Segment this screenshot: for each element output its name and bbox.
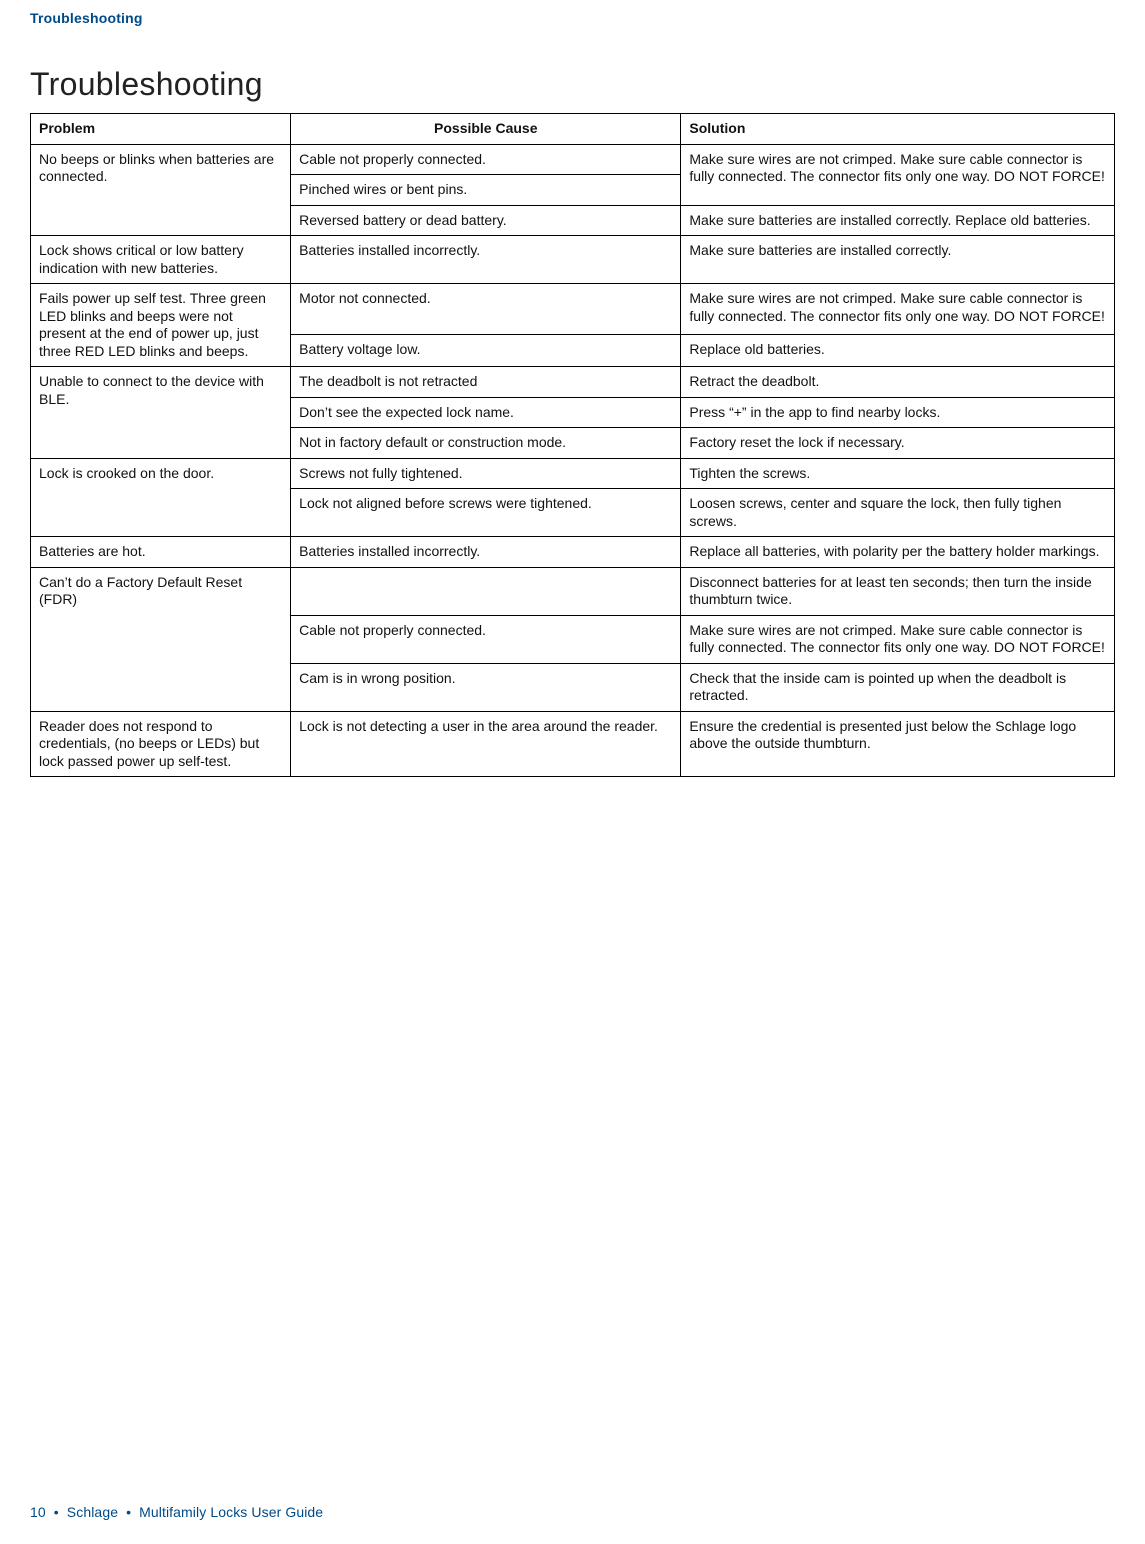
cell-solution: Make sure wires are not crimped. Make su… bbox=[681, 144, 1115, 205]
footer-separator: • bbox=[126, 1504, 131, 1520]
cell-solution: Make sure batteries are installed correc… bbox=[681, 205, 1115, 236]
cell-cause: Batteries installed incorrectly. bbox=[291, 537, 681, 568]
troubleshooting-table: Problem Possible Cause Solution No beeps… bbox=[30, 113, 1115, 777]
cell-solution: Factory reset the lock if necessary. bbox=[681, 428, 1115, 459]
table-row: Reader does not respond to credentials, … bbox=[31, 711, 1115, 777]
cell-solution: Retract the deadbolt. bbox=[681, 367, 1115, 398]
cell-solution: Check that the inside cam is pointed up … bbox=[681, 663, 1115, 711]
cell-solution: Press “+” in the app to find nearby lock… bbox=[681, 397, 1115, 428]
table-row: Batteries are hot. Batteries installed i… bbox=[31, 537, 1115, 568]
cell-cause: Reversed battery or dead battery. bbox=[291, 205, 681, 236]
cell-solution: Make sure wires are not crimped. Make su… bbox=[681, 615, 1115, 663]
cell-problem: Unable to connect to the device with BLE… bbox=[31, 367, 291, 459]
cell-cause: Motor not connected. bbox=[291, 284, 681, 335]
cell-cause: Cable not properly connected. bbox=[291, 615, 681, 663]
cell-solution: Replace all batteries, with polarity per… bbox=[681, 537, 1115, 568]
cell-problem: Batteries are hot. bbox=[31, 537, 291, 568]
cell-cause: Lock is not detecting a user in the area… bbox=[291, 711, 681, 777]
cell-cause: Not in factory default or construction m… bbox=[291, 428, 681, 459]
cell-problem: Lock shows critical or low battery indic… bbox=[31, 236, 291, 284]
table-row: Can’t do a Factory Default Reset (FDR) D… bbox=[31, 567, 1115, 615]
cell-problem: No beeps or blinks when batteries are co… bbox=[31, 144, 291, 236]
page-footer: 10 • Schlage • Multifamily Locks User Gu… bbox=[30, 1504, 323, 1520]
cell-problem: Fails power up self test. Three green LE… bbox=[31, 284, 291, 367]
cell-solution: Make sure wires are not crimped. Make su… bbox=[681, 284, 1115, 335]
cell-problem: Lock is crooked on the door. bbox=[31, 458, 291, 537]
table-row: No beeps or blinks when batteries are co… bbox=[31, 144, 1115, 175]
cell-cause: Battery voltage low. bbox=[291, 334, 681, 366]
cell-cause: Batteries installed incorrectly. bbox=[291, 236, 681, 284]
cell-problem: Reader does not respond to credentials, … bbox=[31, 711, 291, 777]
cell-solution: Disconnect batteries for at least ten se… bbox=[681, 567, 1115, 615]
cell-cause: Screws not fully tightened. bbox=[291, 458, 681, 489]
table-row: Lock is crooked on the door. Screws not … bbox=[31, 458, 1115, 489]
col-header-cause: Possible Cause bbox=[291, 114, 681, 145]
cell-cause: Don’t see the expected lock name. bbox=[291, 397, 681, 428]
table-row: Unable to connect to the device with BLE… bbox=[31, 367, 1115, 398]
cell-cause: Cam is in wrong position. bbox=[291, 663, 681, 711]
section-header: Troubleshooting bbox=[30, 10, 1115, 26]
cell-cause: Pinched wires or bent pins. bbox=[291, 175, 681, 206]
col-header-solution: Solution bbox=[681, 114, 1115, 145]
footer-doc-title: Multifamily Locks User Guide bbox=[139, 1504, 323, 1520]
cell-solution: Loosen screws, center and square the loc… bbox=[681, 489, 1115, 537]
cell-solution: Tighten the screws. bbox=[681, 458, 1115, 489]
cell-cause bbox=[291, 567, 681, 615]
table-row: Fails power up self test. Three green LE… bbox=[31, 284, 1115, 335]
cell-solution: Replace old batteries. bbox=[681, 334, 1115, 366]
table-header-row: Problem Possible Cause Solution bbox=[31, 114, 1115, 145]
cell-cause: Cable not properly connected. bbox=[291, 144, 681, 175]
cell-solution: Ensure the credential is presented just … bbox=[681, 711, 1115, 777]
footer-separator: • bbox=[54, 1504, 59, 1520]
page-title: Troubleshooting bbox=[30, 66, 1115, 103]
table-row: Lock shows critical or low battery indic… bbox=[31, 236, 1115, 284]
cell-solution: Make sure batteries are installed correc… bbox=[681, 236, 1115, 284]
footer-brand: Schlage bbox=[67, 1504, 118, 1520]
cell-cause: Lock not aligned before screws were tigh… bbox=[291, 489, 681, 537]
footer-page-number: 10 bbox=[30, 1504, 46, 1520]
cell-problem: Can’t do a Factory Default Reset (FDR) bbox=[31, 567, 291, 711]
col-header-problem: Problem bbox=[31, 114, 291, 145]
cell-cause: The deadbolt is not retracted bbox=[291, 367, 681, 398]
